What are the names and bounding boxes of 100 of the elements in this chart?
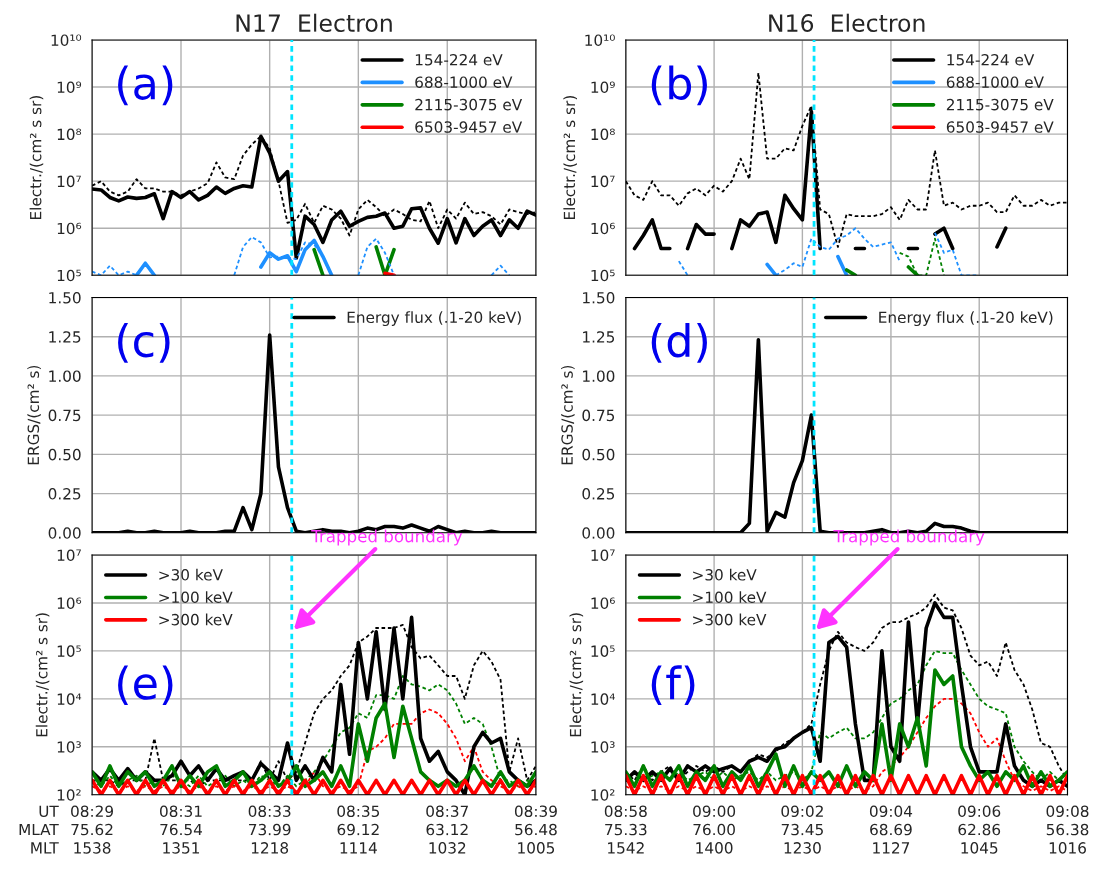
- text: 68.69: [870, 823, 912, 836]
- legend-label: Energy flux (.1-20 keV): [879, 311, 1053, 327]
- text: 75.62: [71, 823, 113, 836]
- legend-label: 688-1000 eV: [415, 76, 513, 88]
- text: 62.86: [958, 823, 1001, 836]
- y-tick-label: 10⁶: [591, 597, 615, 609]
- x-tick-label: 08:35: [337, 805, 380, 817]
- y-tick-label: 10⁸: [57, 128, 82, 141]
- chart-title: N17 Electron: [236, 13, 392, 32]
- legend-label: 2115-3075 eV: [946, 98, 1054, 111]
- y-tick-label: 10³: [591, 741, 615, 753]
- y-axis-title: Electr./(cm² s sr): [29, 96, 44, 220]
- annotation: Trapped boundary: [311, 529, 463, 546]
- legend-label: >300 keV: [159, 613, 233, 626]
- y-axis-title: Electr./(cm² s sr): [563, 96, 577, 220]
- y-tick-label: 0.00: [582, 527, 615, 539]
- y-tick-label: 10¹⁰: [585, 34, 615, 46]
- x-tick-label: 08:29: [71, 805, 113, 817]
- y-tick-label: 10³: [57, 741, 81, 753]
- chart-title: N16 Electron: [769, 13, 925, 32]
- y-tick-label: 10⁷: [591, 549, 615, 562]
- annotation: Trapped boundary: [833, 529, 985, 546]
- y-axis-title: Electr./(cm² s sr): [569, 613, 584, 737]
- y-tick-label: 10⁴: [591, 693, 615, 705]
- text: 1005: [518, 842, 555, 854]
- x-tick-label: 09:00: [693, 805, 736, 817]
- text: UT: [39, 805, 59, 817]
- legend-label: >300 keV: [693, 613, 767, 626]
- y-tick-label: 10⁷: [591, 175, 615, 188]
- y-tick-label: 10⁹: [591, 81, 615, 94]
- y-tick-label: 1.00: [583, 370, 615, 382]
- y-tick-label: 10²: [57, 789, 81, 801]
- annotation: (c): [118, 323, 170, 363]
- annotation: (f): [651, 665, 695, 705]
- text: 76.54: [160, 823, 203, 836]
- text: MLT: [31, 842, 59, 854]
- y-tick-label: 0.75: [48, 409, 81, 422]
- text: 1127: [873, 842, 910, 854]
- annotation: (e): [118, 665, 173, 705]
- text: 75.33: [605, 823, 647, 836]
- y-tick-label: 10⁷: [57, 175, 81, 188]
- y-tick-label: 10⁵: [57, 645, 81, 657]
- x-tick-label: 09:04: [869, 805, 913, 817]
- y-tick-label: 10⁵: [591, 269, 615, 282]
- text: MLAT: [19, 823, 59, 836]
- x-tick-label: 08:33: [248, 805, 291, 817]
- y-tick-label: 10⁵: [57, 269, 81, 282]
- legend-label: >100 keV: [159, 591, 233, 603]
- x-tick-label: 08:31: [159, 805, 202, 817]
- text: 56.48: [515, 823, 557, 836]
- x-tick-label: 09:08: [1046, 805, 1089, 817]
- y-tick-label: 1.25: [49, 331, 81, 343]
- y-tick-label: 1.00: [49, 370, 81, 382]
- x-tick-label: 08:39: [514, 805, 557, 817]
- text: 1114: [340, 842, 377, 854]
- text: 63.12: [426, 823, 468, 836]
- text: 1045: [961, 842, 998, 854]
- y-tick-label: 10⁹: [57, 81, 82, 94]
- annotation: (a): [118, 65, 173, 106]
- legend-label: 2115-3075 eV: [415, 98, 523, 111]
- text: 73.99: [249, 823, 291, 836]
- text: 69.12: [337, 823, 379, 836]
- x-tick-label: 09:02: [781, 805, 823, 817]
- x-tick-label: 08:37: [426, 805, 468, 817]
- y-tick-label: 10⁸: [591, 128, 615, 141]
- text: 1032: [429, 842, 466, 854]
- x-tick-label: 09:06: [958, 805, 1001, 817]
- y-tick-label: 10⁶: [57, 597, 82, 609]
- text: 76.00: [693, 823, 735, 836]
- y-axis-title: ERGS/(cm² s): [561, 365, 575, 465]
- legend-label: 6503-9457 eV: [946, 121, 1054, 133]
- text: 56.38: [1046, 823, 1089, 836]
- text: 1230: [784, 842, 821, 854]
- annotation: (b): [651, 65, 707, 106]
- y-tick-label: 1.50: [49, 291, 81, 304]
- legend-label: 154-224 eV: [947, 53, 1035, 66]
- text: 1351: [163, 842, 200, 854]
- text: 1400: [696, 842, 733, 854]
- y-axis-title: Electr./(cm² s sr): [35, 613, 50, 737]
- y-tick-label: 10⁶: [57, 222, 82, 235]
- y-tick-label: 0.50: [48, 448, 81, 461]
- y-tick-label: 0.25: [582, 488, 615, 500]
- text: 1538: [74, 842, 111, 854]
- text: 1218: [251, 842, 289, 854]
- text: 73.45: [781, 823, 823, 836]
- y-tick-label: 10⁴: [57, 693, 82, 705]
- y-tick-label: 10²: [591, 789, 615, 801]
- y-tick-label: 0.25: [48, 488, 81, 500]
- text: 1016: [1049, 842, 1086, 854]
- x-tick-label: 08:58: [604, 805, 647, 817]
- y-tick-label: 0.75: [582, 409, 615, 422]
- legend-label: >30 keV: [159, 568, 223, 581]
- annotation: (d): [651, 323, 707, 363]
- y-axis-title: ERGS/(cm² s): [27, 365, 41, 465]
- legend-label: >100 keV: [693, 591, 767, 603]
- y-tick-label: 10¹⁰: [51, 34, 82, 46]
- legend-label: Energy flux (.1-20 keV): [347, 311, 521, 327]
- legend-label: 154-224 eV: [415, 53, 503, 66]
- legend-label: >30 keV: [693, 568, 757, 581]
- legend-label: 688-1000 eV: [946, 76, 1044, 88]
